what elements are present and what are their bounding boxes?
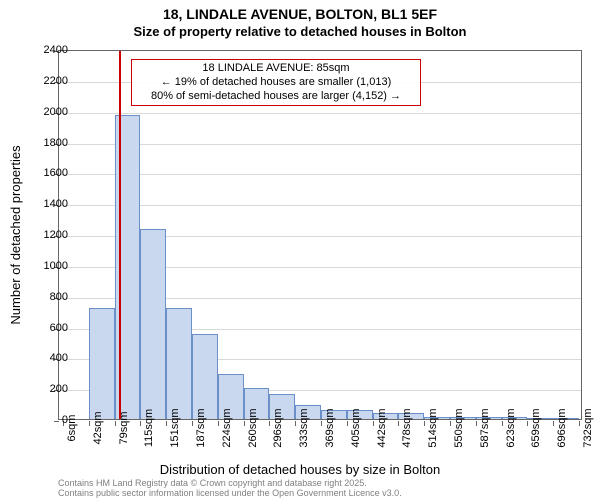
page-title: 18, LINDALE AVENUE, BOLTON, BL1 5EF: [0, 0, 600, 24]
xtick-mark: [527, 421, 528, 426]
xtick-mark: [140, 421, 141, 426]
reference-line: [119, 51, 121, 419]
xtick-mark: [269, 421, 270, 426]
xtick-mark: [321, 421, 322, 426]
xtick-mark: [166, 421, 167, 426]
xtick-label: 260sqm: [247, 408, 259, 447]
xtick-label: 115sqm: [143, 409, 155, 447]
xtick-label: 732sqm: [582, 408, 594, 447]
xtick-mark: [244, 421, 245, 426]
histogram-bar: [140, 229, 166, 419]
xtick-mark: [450, 421, 451, 426]
xtick-label: 42sqm: [92, 411, 104, 444]
xtick-label: 187sqm: [195, 408, 207, 447]
footer-attribution: Contains HM Land Registry data © Crown c…: [58, 478, 402, 499]
ytick-label: 800: [28, 291, 68, 303]
xtick-label: 369sqm: [324, 408, 336, 447]
xtick-label: 405sqm: [350, 408, 362, 447]
histogram-bar: [192, 334, 218, 419]
xtick-mark: [553, 421, 554, 426]
ytick-label: 1600: [28, 167, 68, 179]
ytick-label: 2000: [28, 106, 68, 118]
xtick-mark: [115, 421, 116, 426]
ytick-label: 2400: [28, 44, 68, 56]
xtick-label: 333sqm: [298, 408, 310, 447]
xtick-mark: [347, 421, 348, 426]
xtick-label: 659sqm: [530, 408, 542, 447]
ytick-label: 1800: [28, 137, 68, 149]
annotation-line-2: ← 19% of detached houses are smaller (1,…: [136, 76, 416, 90]
y-axis-title: Number of detached properties: [8, 145, 23, 324]
histogram-bar: [166, 308, 192, 419]
xtick-label: 151sqm: [169, 408, 181, 447]
ytick-label: 600: [28, 322, 68, 334]
ytick-label: 2200: [28, 75, 68, 87]
xtick-mark: [218, 421, 219, 426]
histogram-chart: 18 LINDALE AVENUE: 85sqm← 19% of detache…: [58, 50, 582, 420]
footer-line-1: Contains HM Land Registry data © Crown c…: [58, 478, 402, 488]
annotation-line-3: 80% of semi-detached houses are larger (…: [136, 90, 416, 104]
xtick-label: 587sqm: [479, 408, 491, 447]
xtick-mark: [398, 421, 399, 426]
xtick-label: 550sqm: [453, 408, 465, 447]
footer-line-2: Contains public sector information licen…: [58, 488, 402, 498]
xtick-label: 442sqm: [376, 408, 388, 447]
xtick-label: 6sqm: [66, 415, 78, 442]
xtick-label: 296sqm: [272, 408, 284, 447]
ytick-label: 400: [28, 352, 68, 364]
xtick-label: 224sqm: [221, 408, 233, 447]
histogram-bar: [89, 308, 115, 419]
xtick-mark: [424, 421, 425, 426]
xtick-mark: [502, 421, 503, 426]
xtick-label: 478sqm: [401, 408, 413, 447]
x-axis-title: Distribution of detached houses by size …: [0, 462, 600, 477]
xtick-label: 696sqm: [556, 408, 568, 447]
xtick-label: 79sqm: [118, 411, 130, 444]
ytick-label: 1000: [28, 260, 68, 272]
annotation-line-1: 18 LINDALE AVENUE: 85sqm: [136, 62, 416, 76]
page-subtitle: Size of property relative to detached ho…: [0, 24, 600, 43]
ytick-label: 0: [28, 414, 68, 426]
xtick-label: 623sqm: [505, 408, 517, 447]
xtick-mark: [89, 421, 90, 426]
xtick-mark: [476, 421, 477, 426]
xtick-label: 514sqm: [427, 408, 439, 447]
ytick-label: 1200: [28, 229, 68, 241]
xtick-mark: [579, 421, 580, 426]
ytick-label: 200: [28, 383, 68, 395]
ytick-label: 1400: [28, 198, 68, 210]
xtick-mark: [192, 421, 193, 426]
xtick-mark: [373, 421, 374, 426]
annotation-box: 18 LINDALE AVENUE: 85sqm← 19% of detache…: [131, 59, 421, 106]
grid-line: [59, 113, 581, 114]
plot-area: 18 LINDALE AVENUE: 85sqm← 19% of detache…: [58, 50, 582, 420]
xtick-mark: [295, 421, 296, 426]
